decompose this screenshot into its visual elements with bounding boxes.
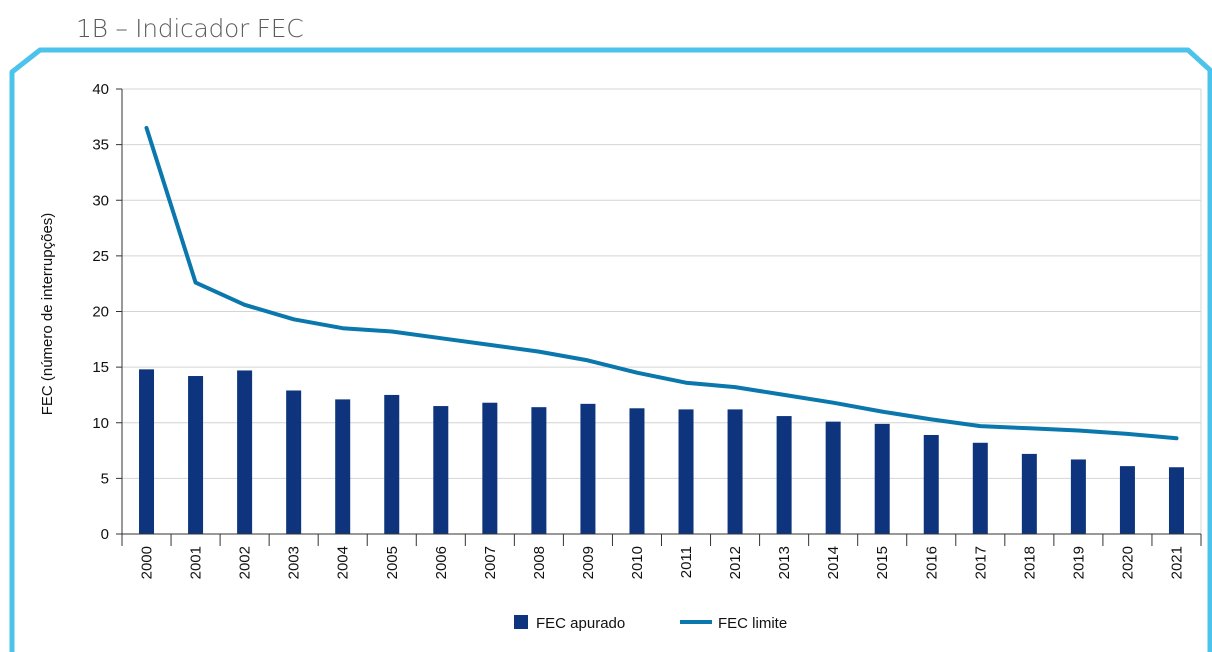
y-tick-label: 30 <box>92 192 109 209</box>
line-point-2009 <box>587 359 589 361</box>
line-point-2007 <box>489 344 491 346</box>
line-point-2016 <box>930 418 932 420</box>
x-tick-label: 2011 <box>678 546 695 578</box>
line-point-2019 <box>1077 430 1079 432</box>
legend-label-fec-apurado: FEC apurado <box>536 615 625 632</box>
bar-2008 <box>531 407 547 534</box>
line-point-2004 <box>342 327 344 329</box>
fec-limite-line <box>144 125 1179 441</box>
bar-2013 <box>776 416 792 534</box>
bars-fec-apurado <box>139 369 1184 534</box>
line-point-2010 <box>636 372 638 374</box>
bar-2021 <box>1168 467 1184 534</box>
x-tick-label: 2001 <box>188 546 205 579</box>
legend: FEC apurado FEC limite <box>514 615 787 632</box>
x-tick-label: 2020 <box>1119 546 1136 579</box>
x-tick-label: 2018 <box>1021 546 1038 579</box>
x-tick-label: 2006 <box>433 546 450 579</box>
bar-2002 <box>237 370 253 534</box>
y-tick-label: 40 <box>92 81 109 98</box>
line-fec-limite <box>144 125 1179 441</box>
y-tick-label: 0 <box>101 526 109 543</box>
line-point-2017 <box>979 425 981 427</box>
y-tick-label: 20 <box>92 304 109 321</box>
bar-2004 <box>335 399 351 534</box>
line-point-2001 <box>195 282 197 284</box>
line-point-2015 <box>881 411 883 413</box>
line-point-2018 <box>1028 427 1030 429</box>
x-tick-label: 2019 <box>1070 546 1087 579</box>
y-tick-label: 15 <box>92 359 109 376</box>
bar-2009 <box>580 403 596 534</box>
x-tick-label: 2007 <box>482 546 499 579</box>
bar-2007 <box>482 402 498 534</box>
x-tick-label: 2003 <box>286 546 303 579</box>
grid-lines <box>122 88 1202 534</box>
x-tick-label: 2016 <box>923 546 940 579</box>
line-point-2021 <box>1175 437 1177 439</box>
bar-2010 <box>629 408 645 534</box>
line-point-2002 <box>244 304 246 306</box>
x-tick-label: 2008 <box>531 546 548 579</box>
line-point-2013 <box>783 394 785 396</box>
x-tick-label: 2012 <box>727 546 744 579</box>
x-tick-label: 2005 <box>384 546 401 579</box>
x-tick-label: 2013 <box>776 546 793 579</box>
x-tick-label: 2002 <box>237 546 254 579</box>
line-point-2011 <box>685 382 687 384</box>
bar-2019 <box>1070 459 1086 534</box>
x-tick-label: 2000 <box>139 546 156 579</box>
y-tick-label: 10 <box>92 415 109 432</box>
x-tick-label: 2021 <box>1168 546 1185 579</box>
y-tick-label: 25 <box>92 248 109 265</box>
bar-2006 <box>433 406 449 534</box>
bar-2000 <box>139 369 155 534</box>
bar-2015 <box>874 423 890 534</box>
axes: 0 5 10 15 20 25 30 35 40 2000 2001 2002 2003 2004 2005… <box>92 81 1202 579</box>
bar-2011 <box>678 409 694 534</box>
bar-2012 <box>727 409 743 534</box>
y-tick-label: 5 <box>101 470 109 487</box>
line-point-2008 <box>538 351 540 353</box>
legend-swatch-fec-apurado <box>514 615 528 629</box>
bar-2017 <box>972 442 988 534</box>
bar-2014 <box>825 421 841 534</box>
page-title: 1B – Indicador FEC <box>76 14 304 43</box>
x-tick-label: 2015 <box>874 546 891 579</box>
line-point-2005 <box>391 331 393 333</box>
x-tick-label: 2014 <box>825 546 842 579</box>
x-tick-label: 2004 <box>335 546 352 579</box>
y-tick-label: 35 <box>92 137 109 154</box>
bar-2005 <box>384 394 400 534</box>
x-tick-label: 2010 <box>629 546 646 579</box>
line-point-2020 <box>1126 433 1128 435</box>
x-tick-label: 2009 <box>580 546 597 579</box>
line-point-2014 <box>832 402 834 404</box>
bar-2003 <box>286 390 302 534</box>
chart-frame-border <box>9 47 1212 652</box>
bar-2020 <box>1119 466 1135 534</box>
bar-2001 <box>188 376 204 534</box>
x-tick-label: 2017 <box>972 546 989 579</box>
line-point-2003 <box>293 318 295 320</box>
y-axis-label: FEC (número de interrupções) <box>39 213 56 416</box>
line-point-2006 <box>440 337 442 339</box>
line-point-2012 <box>734 386 736 388</box>
bar-2018 <box>1021 453 1037 534</box>
legend-label-fec-limite: FEC limite <box>718 615 787 632</box>
bar-2016 <box>923 434 939 534</box>
line-point-2000 <box>146 127 148 129</box>
